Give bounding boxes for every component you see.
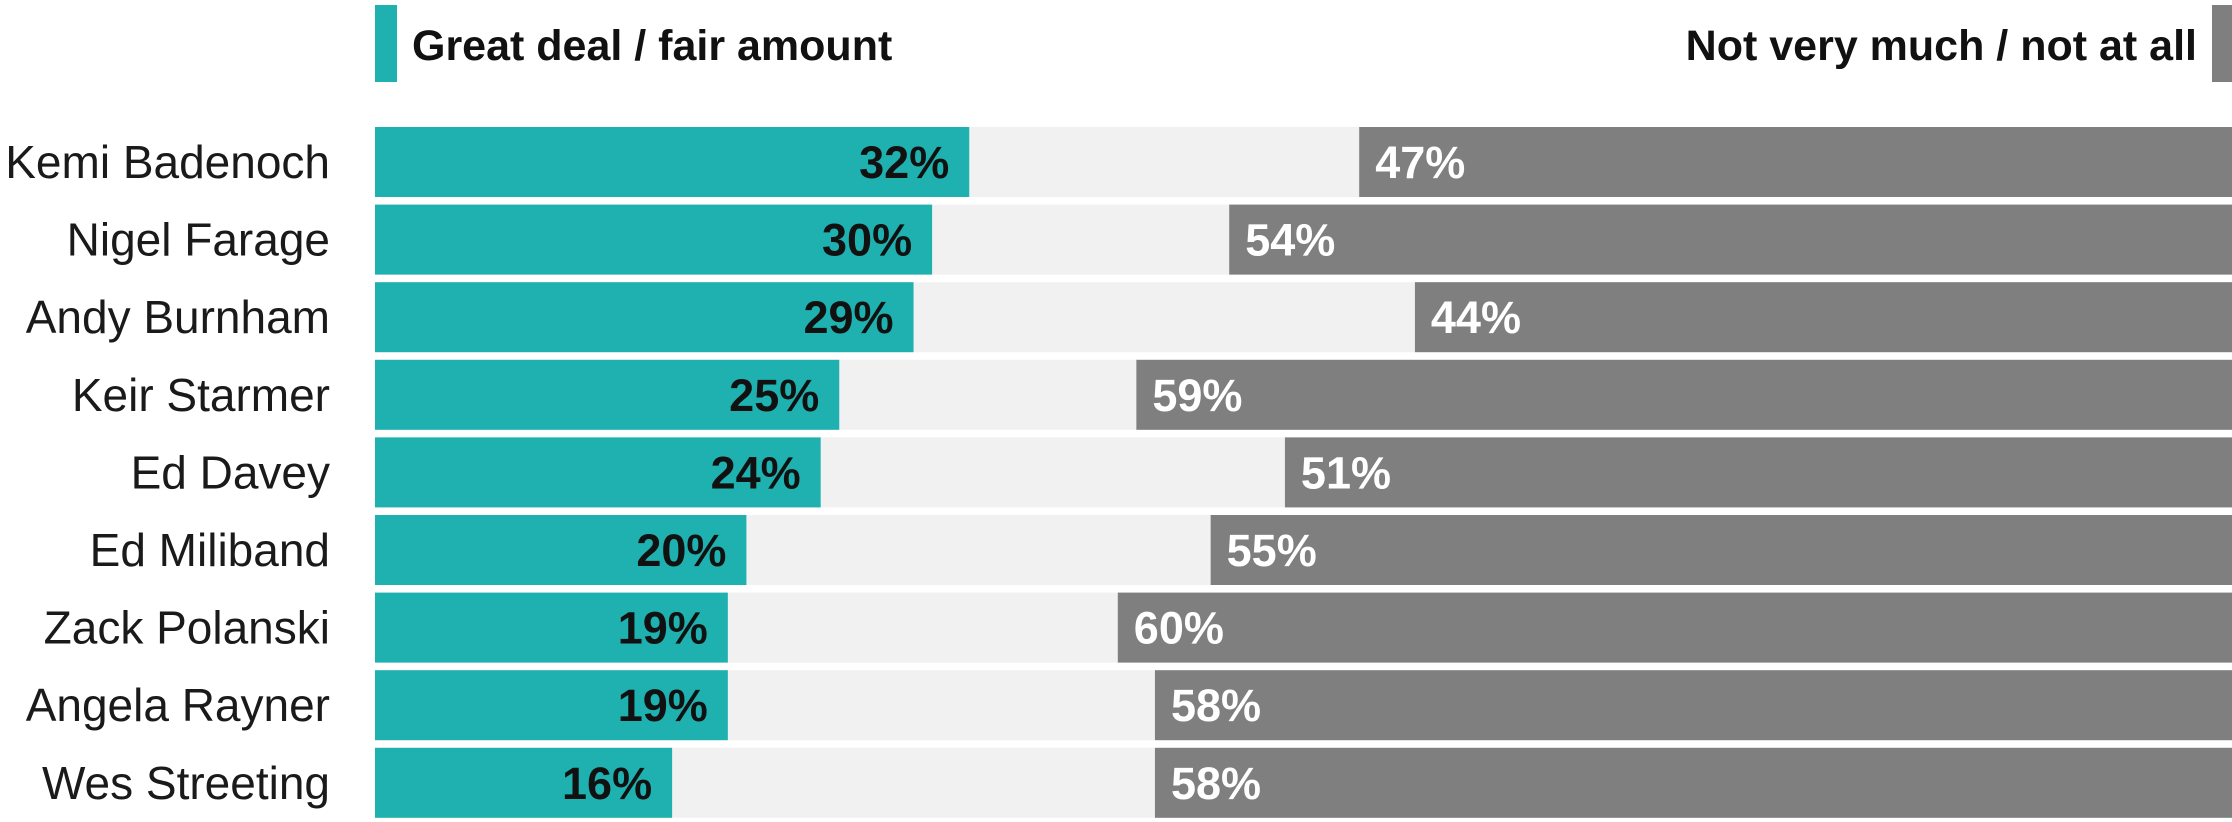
category-label: Angela Rayner [26,679,330,731]
data-label-not-very-much: 47% [1375,137,1465,188]
category-label: Keir Starmer [72,369,330,421]
bar-not-very-much [1284,437,2232,508]
bar-row: Keir Starmer 25% 59% [72,359,2232,430]
data-label-not-very-much: 51% [1301,447,1391,498]
bar-row: Wes Streeting 16% 58% [42,747,2232,818]
bar-great-deal [375,670,728,741]
chart-rows: Kemi Badenoch 32% 47% Nigel Farage 30% 54% And… [5,127,2232,818]
data-label-great-deal: 20% [636,525,726,576]
category-label: Zack Polanski [44,602,330,654]
bar-not-very-much [1414,282,2232,353]
bar-row: Kemi Badenoch 32% 47% [5,127,2232,197]
data-label-not-very-much: 58% [1171,680,1261,731]
data-label-not-very-much: 55% [1227,525,1317,576]
data-label-not-very-much: 44% [1431,292,1521,343]
data-label-great-deal: 16% [562,758,652,809]
category-label: Wes Streeting [42,757,330,809]
bar-row: Ed Miliband 20% 55% [90,515,2232,585]
bar-great-deal [375,127,970,197]
chart-legend: Great deal / fair amount Not very much /… [375,5,2232,82]
bar-row: Andy Burnham 29% 44% [26,282,2232,353]
bar-great-deal [375,437,821,508]
data-label-great-deal: 25% [729,370,819,421]
bar-not-very-much [1154,670,2232,741]
data-label-great-deal: 19% [618,603,708,654]
data-label-great-deal: 30% [822,215,912,266]
data-label-not-very-much: 54% [1245,215,1335,266]
bar-great-deal [375,204,933,275]
category-label: Ed Davey [131,446,330,498]
data-label-great-deal: 32% [859,137,949,188]
data-label-great-deal: 24% [711,447,801,498]
category-label: Ed Miliband [90,524,330,576]
data-label-great-deal: 29% [803,292,893,343]
bar-not-very-much [1154,747,2232,818]
data-label-not-very-much: 58% [1171,758,1261,809]
legend-swatch-great-deal [375,5,397,82]
bar-great-deal [375,592,728,663]
bar-great-deal [375,359,840,430]
data-label-great-deal: 19% [618,680,708,731]
data-label-not-very-much: 59% [1152,370,1242,421]
bar-not-very-much [1229,204,2232,275]
category-label: Andy Burnham [26,291,330,343]
bar-row: Nigel Farage 30% 54% [67,204,2232,275]
category-label: Nigel Farage [67,214,330,266]
bar-row: Zack Polanski 19% 60% [44,592,2232,663]
bar-great-deal [375,515,747,585]
bar-not-very-much [1117,592,2232,663]
bar-great-deal [375,282,914,353]
legend-label-not-very-much: Not very much / not at all [1686,22,2197,70]
bar-row: Ed Davey 24% 51% [131,437,2232,508]
bar-row: Angela Rayner 19% 58% [26,670,2232,741]
bar-not-very-much [1210,515,2232,585]
legend-swatch-not-very-much [2212,5,2232,82]
category-label: Kemi Badenoch [5,136,330,188]
bar-great-deal [375,747,673,818]
data-label-not-very-much: 60% [1134,603,1224,654]
legend-label-great-deal: Great deal / fair amount [412,22,892,70]
bar-not-very-much [1136,359,2232,430]
bar-not-very-much [1359,127,2232,197]
